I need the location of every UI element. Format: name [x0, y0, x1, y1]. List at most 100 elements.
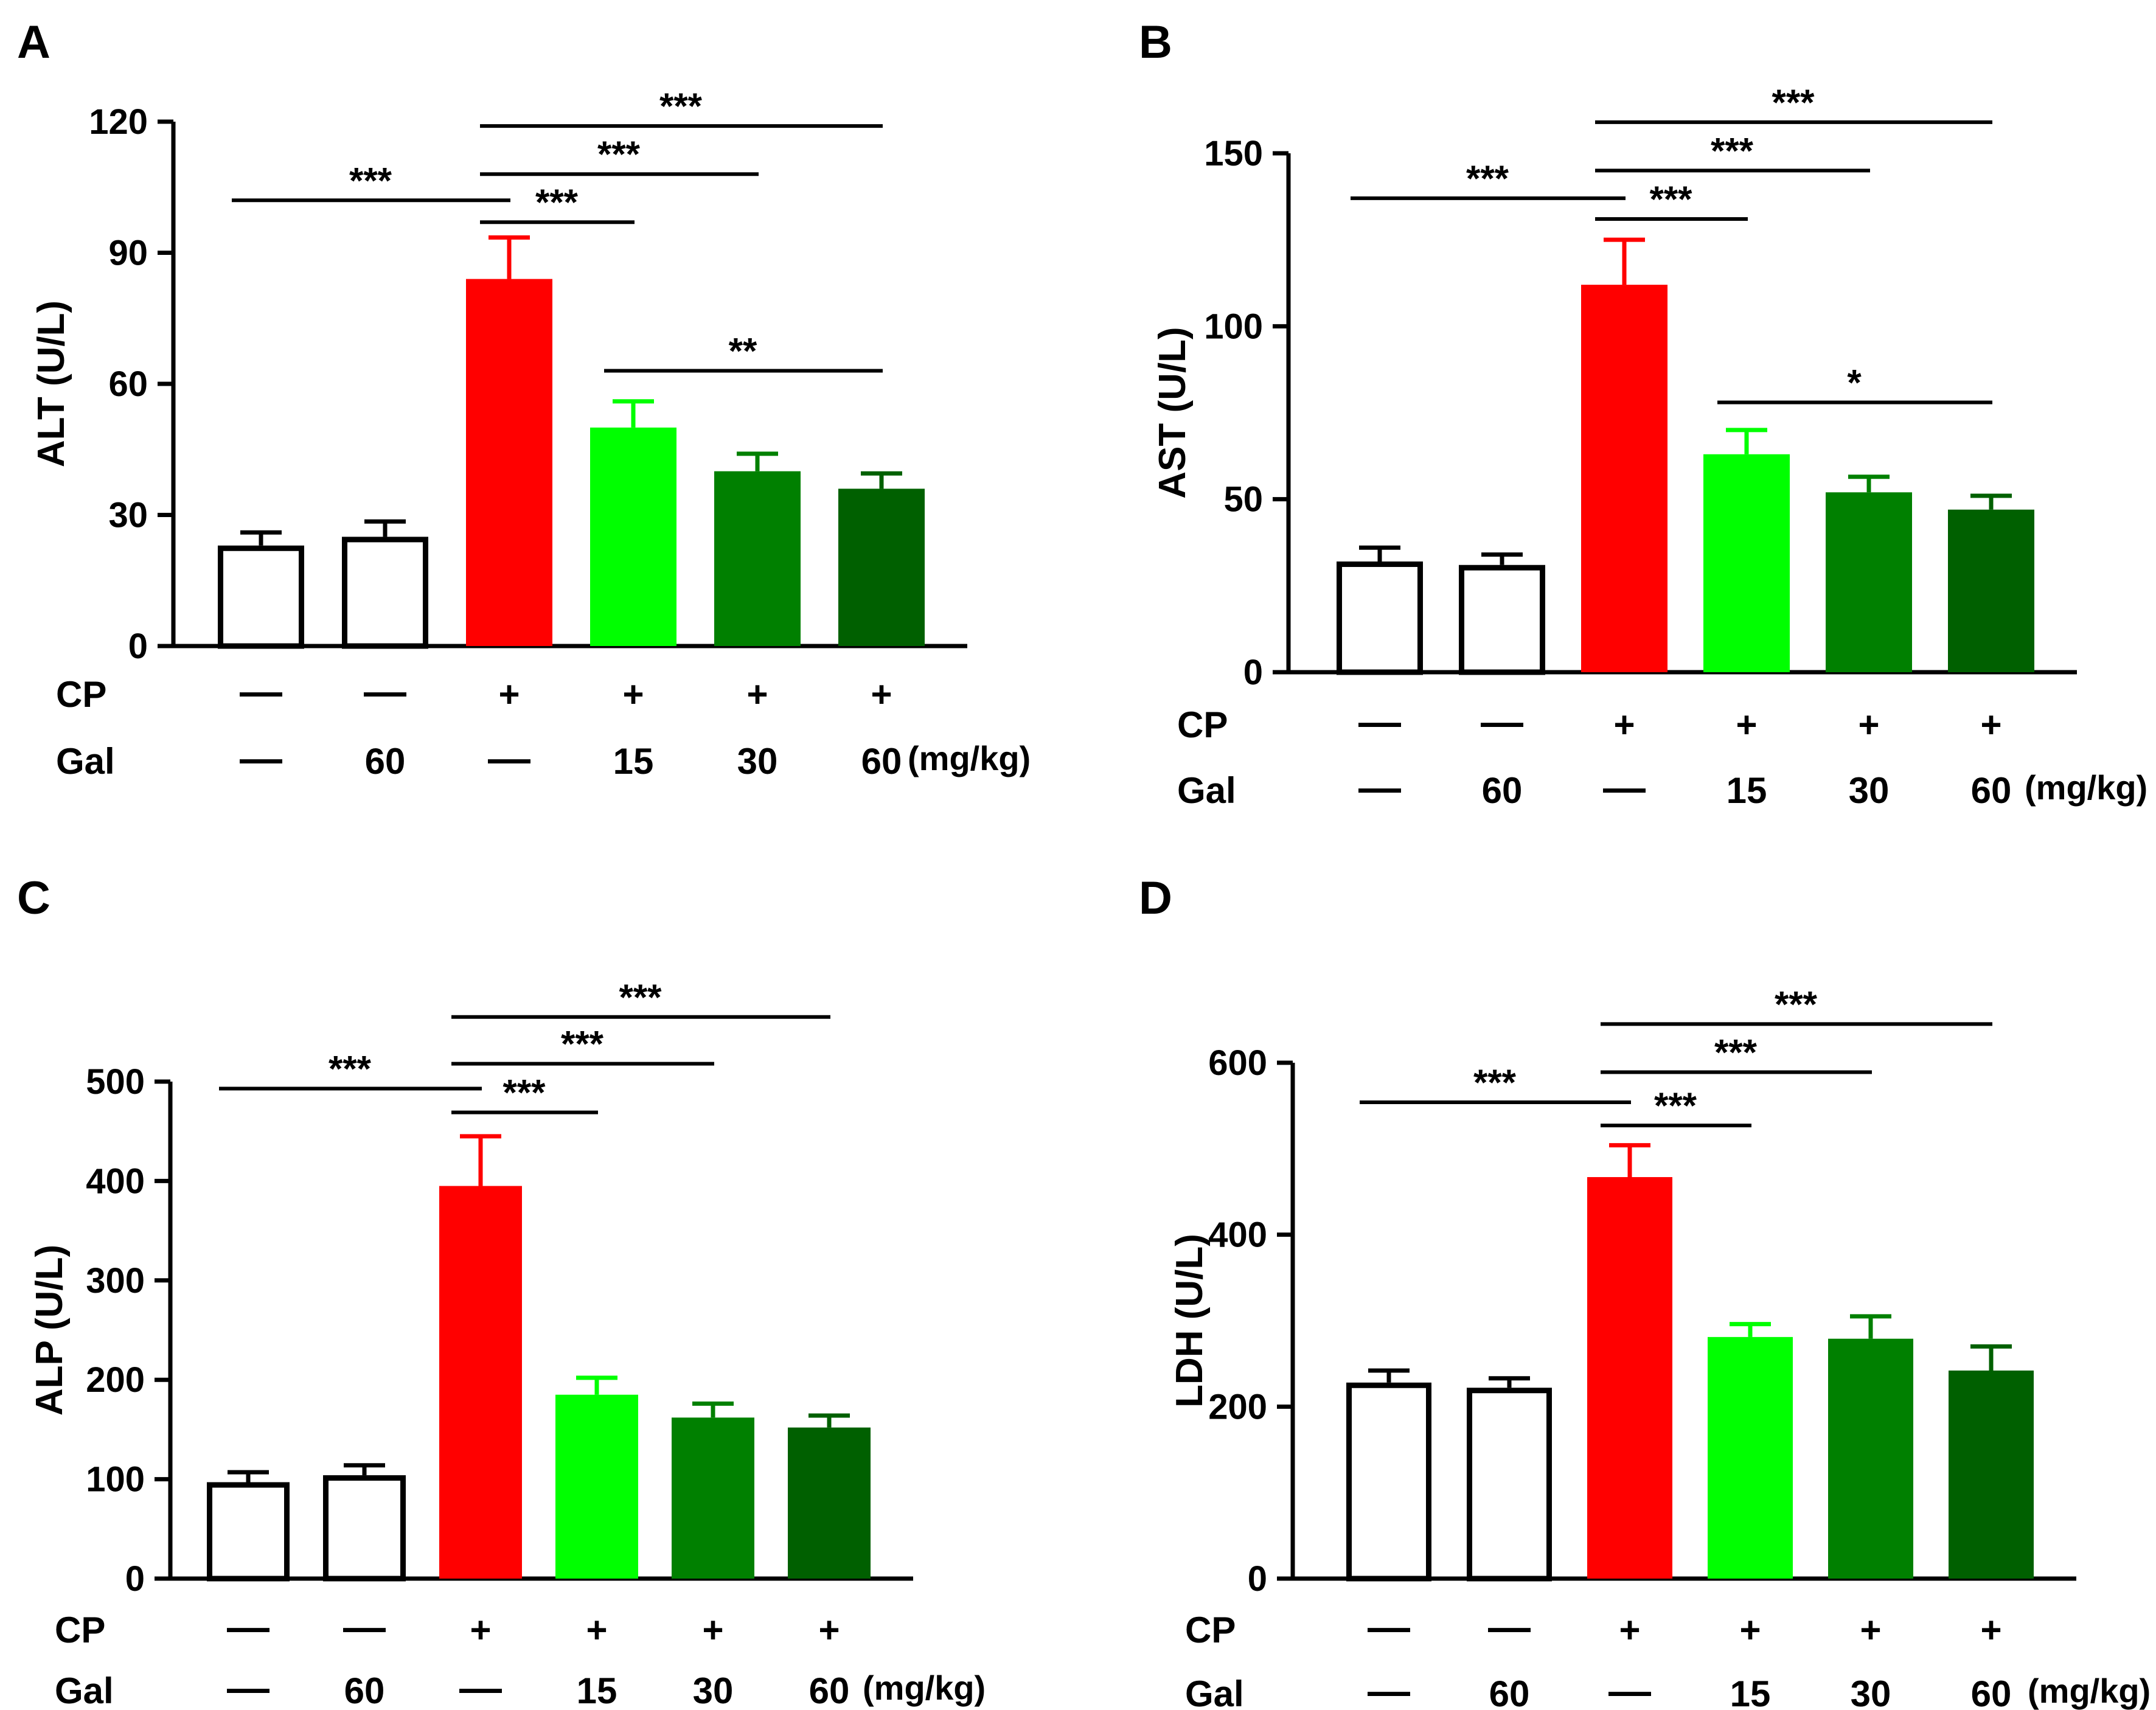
cp-row-cell: +	[746, 674, 768, 715]
bar	[466, 279, 552, 647]
gal-row-cell: —	[1608, 1667, 1651, 1710]
cp-row-cell: +	[586, 1610, 607, 1650]
bar	[323, 1475, 406, 1582]
significance-label: ***	[502, 1072, 546, 1113]
cp-row-label: CP	[55, 1610, 105, 1650]
gal-row-cell: —	[488, 734, 530, 782]
significance-label: ***	[349, 160, 392, 201]
panel-c: C 0 100 200 300 400 500 ALP (U/L) *** *** *** *** CP…	[17, 872, 986, 1710]
y-tick-label: 120	[89, 102, 148, 142]
y-tick-label: 30	[108, 496, 148, 535]
bar	[1948, 509, 2034, 672]
gal-row-cell: —	[1603, 763, 1646, 811]
bar	[1467, 1388, 1552, 1582]
significance-label: ***	[1466, 158, 1509, 199]
significance-label: ***	[1711, 130, 1754, 171]
gal-row-cell: —	[1368, 1667, 1410, 1710]
unit-label: (mg/kg)	[2025, 768, 2147, 807]
gal-row-cell: 30	[1851, 1674, 1891, 1710]
y-tick-label: 400	[1208, 1215, 1267, 1255]
gal-row-label: Gal	[1177, 770, 1236, 811]
unit-label: (mg/kg)	[863, 1669, 986, 1707]
significance-label: ***	[1654, 1085, 1697, 1126]
y-tick-label: 600	[1208, 1043, 1267, 1083]
unit-label: (mg/kg)	[908, 739, 1031, 777]
gal-row-cell: 60	[1489, 1674, 1530, 1710]
cp-row-cell: —	[227, 1603, 270, 1650]
bar	[590, 427, 676, 646]
cp-row-cell: +	[1980, 1610, 2001, 1650]
panel-letter: C	[17, 872, 50, 924]
significance-label: ***	[1772, 82, 1815, 123]
significance-label: ***	[1649, 179, 1692, 220]
cp-row-label: CP	[1185, 1610, 1236, 1650]
bar	[218, 545, 304, 649]
significance-label: ***	[1714, 1032, 1758, 1073]
cp-row-cell: +	[470, 1610, 491, 1650]
unit-label: (mg/kg)	[2028, 1672, 2151, 1710]
bar	[1828, 1338, 1913, 1579]
y-tick-label: 0	[1243, 653, 1263, 692]
gal-row-cell: —	[1358, 763, 1401, 811]
gal-row-cell: —	[459, 1664, 502, 1710]
cp-row-cell: +	[818, 1610, 840, 1650]
y-tick-label: 100	[1204, 307, 1263, 346]
cp-row-cell: +	[1980, 704, 2001, 745]
y-tick-label: 100	[86, 1460, 145, 1500]
significance-label: ***	[1473, 1062, 1517, 1103]
bar	[342, 537, 428, 649]
cp-row-cell: +	[498, 674, 520, 715]
gal-row-cell: —	[240, 734, 282, 782]
significance-label: ***	[619, 977, 662, 1018]
gal-row-cell: 60	[365, 741, 406, 782]
bar	[788, 1427, 871, 1579]
significance-label: ***	[659, 86, 703, 127]
y-tick-label: 50	[1223, 480, 1263, 520]
cp-row-label: CP	[1177, 704, 1228, 745]
gal-row-cell: 60	[809, 1670, 850, 1710]
cp-row-cell: +	[1736, 704, 1757, 745]
gal-row-cell: 60	[1971, 770, 2012, 811]
gal-row-cell: 60	[1971, 1674, 2012, 1710]
significance-label: ***	[597, 134, 641, 175]
gal-row-cell: 30	[1849, 770, 1890, 811]
cp-row-cell: —	[1358, 698, 1401, 745]
gal-row-cell: 30	[693, 1670, 734, 1710]
cp-row-cell: —	[1368, 1603, 1410, 1650]
cp-row-cell: —	[364, 667, 406, 715]
bar	[555, 1394, 638, 1579]
bar	[1708, 1336, 1793, 1579]
y-tick-label: 90	[108, 234, 148, 273]
gal-row-label: Gal	[1185, 1674, 1244, 1710]
panel-letter: A	[17, 16, 50, 68]
y-axis-label: ALP (U/L)	[29, 1245, 71, 1416]
significance-label: ***	[535, 182, 579, 223]
gal-row-cell: —	[227, 1664, 270, 1710]
gal-row-cell: 15	[613, 741, 654, 782]
y-tick-label: 400	[86, 1161, 145, 1201]
bar	[672, 1417, 754, 1579]
significance-label: ***	[561, 1024, 604, 1065]
gal-row-cell: 60	[1482, 770, 1523, 811]
gal-row-cell: 60	[861, 741, 902, 782]
y-tick-label: 150	[1204, 134, 1263, 173]
cp-row-cell: —	[343, 1603, 386, 1650]
bar	[1826, 492, 1912, 672]
cp-row-label: CP	[56, 674, 106, 715]
cp-row-cell: +	[1858, 704, 1879, 745]
gal-row-cell: 30	[737, 741, 778, 782]
gal-row-label: Gal	[56, 741, 115, 782]
bar	[1459, 565, 1545, 675]
cp-row-cell: —	[240, 667, 282, 715]
bar	[1337, 561, 1423, 675]
y-axis-label: ALT (U/L)	[30, 301, 72, 467]
y-tick-label: 200	[86, 1360, 145, 1400]
cp-row-cell: +	[1860, 1610, 1881, 1650]
gal-row-cell: 15	[1727, 770, 1767, 811]
y-tick-label: 300	[86, 1261, 145, 1301]
y-tick-label: 200	[1208, 1387, 1267, 1427]
bar	[439, 1186, 522, 1579]
bar	[1587, 1176, 1672, 1579]
